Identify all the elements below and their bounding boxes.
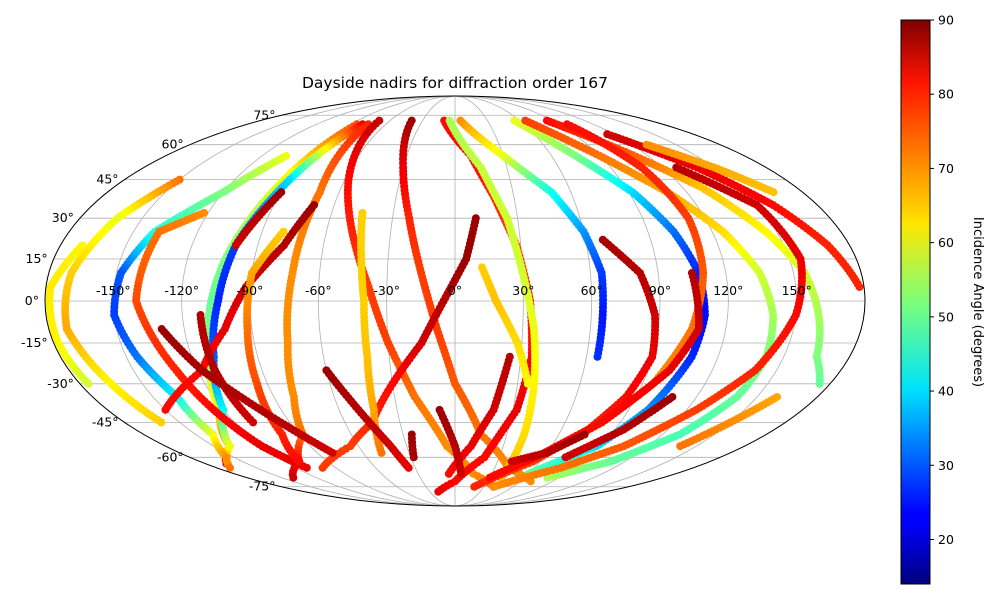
colorbar-tick-label: 30 (938, 458, 954, 473)
colorbar-tick-label: 20 (938, 532, 954, 547)
longitude-tick-label: -120° (164, 283, 199, 298)
longitude-tick-label: 90° (649, 283, 671, 298)
latitude-tick-label: -60° (157, 449, 184, 464)
data-point (328, 448, 337, 457)
longitude-tick-label: 120° (713, 283, 743, 298)
colorbar (900, 19, 931, 585)
colorbar-tick-label: 80 (938, 87, 954, 102)
longitude-tick-label: -30° (373, 283, 400, 298)
data-tracks (45, 116, 864, 496)
latitude-tick-label: -15° (21, 335, 48, 350)
data-point (157, 418, 166, 427)
data-point (507, 457, 516, 466)
data-point (318, 463, 327, 472)
latitude-tick-label: 30° (52, 210, 74, 225)
data-point (302, 463, 311, 472)
data-point (222, 453, 231, 462)
colorbar-label: Incidence Angle (degrees) (970, 217, 985, 387)
data-point (249, 418, 258, 427)
data-point (434, 487, 443, 496)
longitude-tick-label: -150° (96, 283, 131, 298)
data-point (815, 379, 824, 388)
data-point (289, 473, 298, 482)
latitude-tick-label: 45° (96, 172, 118, 187)
colorbar-tick-label: 40 (938, 384, 954, 399)
data-point (225, 463, 234, 472)
latitude-tick-label: 15° (26, 251, 48, 266)
data-point (295, 457, 304, 466)
longitude-tick-labels: -150° -120° -90° -60° -30° 0° 30° 60° 90° 120° 150… (96, 283, 812, 298)
data-point (769, 188, 778, 197)
latitude-tick-labels: -75° -60° -45° -30° -15° 0° 15° 30° 45° 60° 75° (21, 107, 275, 493)
colorbar-tick-label: 50 (938, 309, 954, 324)
longitude-tick-label: -90° (237, 283, 264, 298)
colorbar-tick-label: 60 (938, 235, 954, 250)
colorbar-tick-label: 90 (938, 13, 954, 28)
data-point (489, 482, 498, 491)
data-point (409, 453, 418, 462)
data-point (593, 352, 602, 361)
data-point (523, 379, 532, 388)
longitude-tick-label: 60° (581, 283, 603, 298)
longitude-tick-label: 30° (512, 283, 534, 298)
data-point (444, 469, 453, 478)
longitude-tick-label: 150° (782, 283, 812, 298)
data-point (855, 282, 864, 291)
data-point (231, 241, 240, 250)
data-point (561, 453, 570, 462)
longitude-tick-label: 0° (448, 283, 462, 298)
latitude-tick-label: -30° (47, 376, 74, 391)
data-point (485, 473, 494, 482)
meridian-gridline (317, 96, 456, 506)
map-frame (44, 95, 866, 507)
colorbar-tick-label: 70 (938, 161, 954, 176)
data-point (377, 448, 386, 457)
data-point (404, 463, 413, 472)
data-point (457, 469, 466, 478)
latitude-tick-label: 75° (253, 107, 275, 122)
data-point (470, 482, 479, 491)
chart-title: Dayside nadirs for diffraction order 167 (302, 74, 608, 92)
latitude-tick-label: -45° (92, 414, 119, 429)
data-point (161, 405, 170, 414)
longitude-tick-label: -60° (305, 283, 332, 298)
latitude-tick-label: 0° (25, 293, 39, 308)
colorbar-ticks: 20 30 40 50 60 70 80 90 (930, 13, 954, 547)
data-point (84, 379, 93, 388)
latitude-tick-label: -75° (249, 479, 276, 494)
latitude-tick-label: 60° (162, 137, 184, 152)
data-point (676, 442, 685, 451)
